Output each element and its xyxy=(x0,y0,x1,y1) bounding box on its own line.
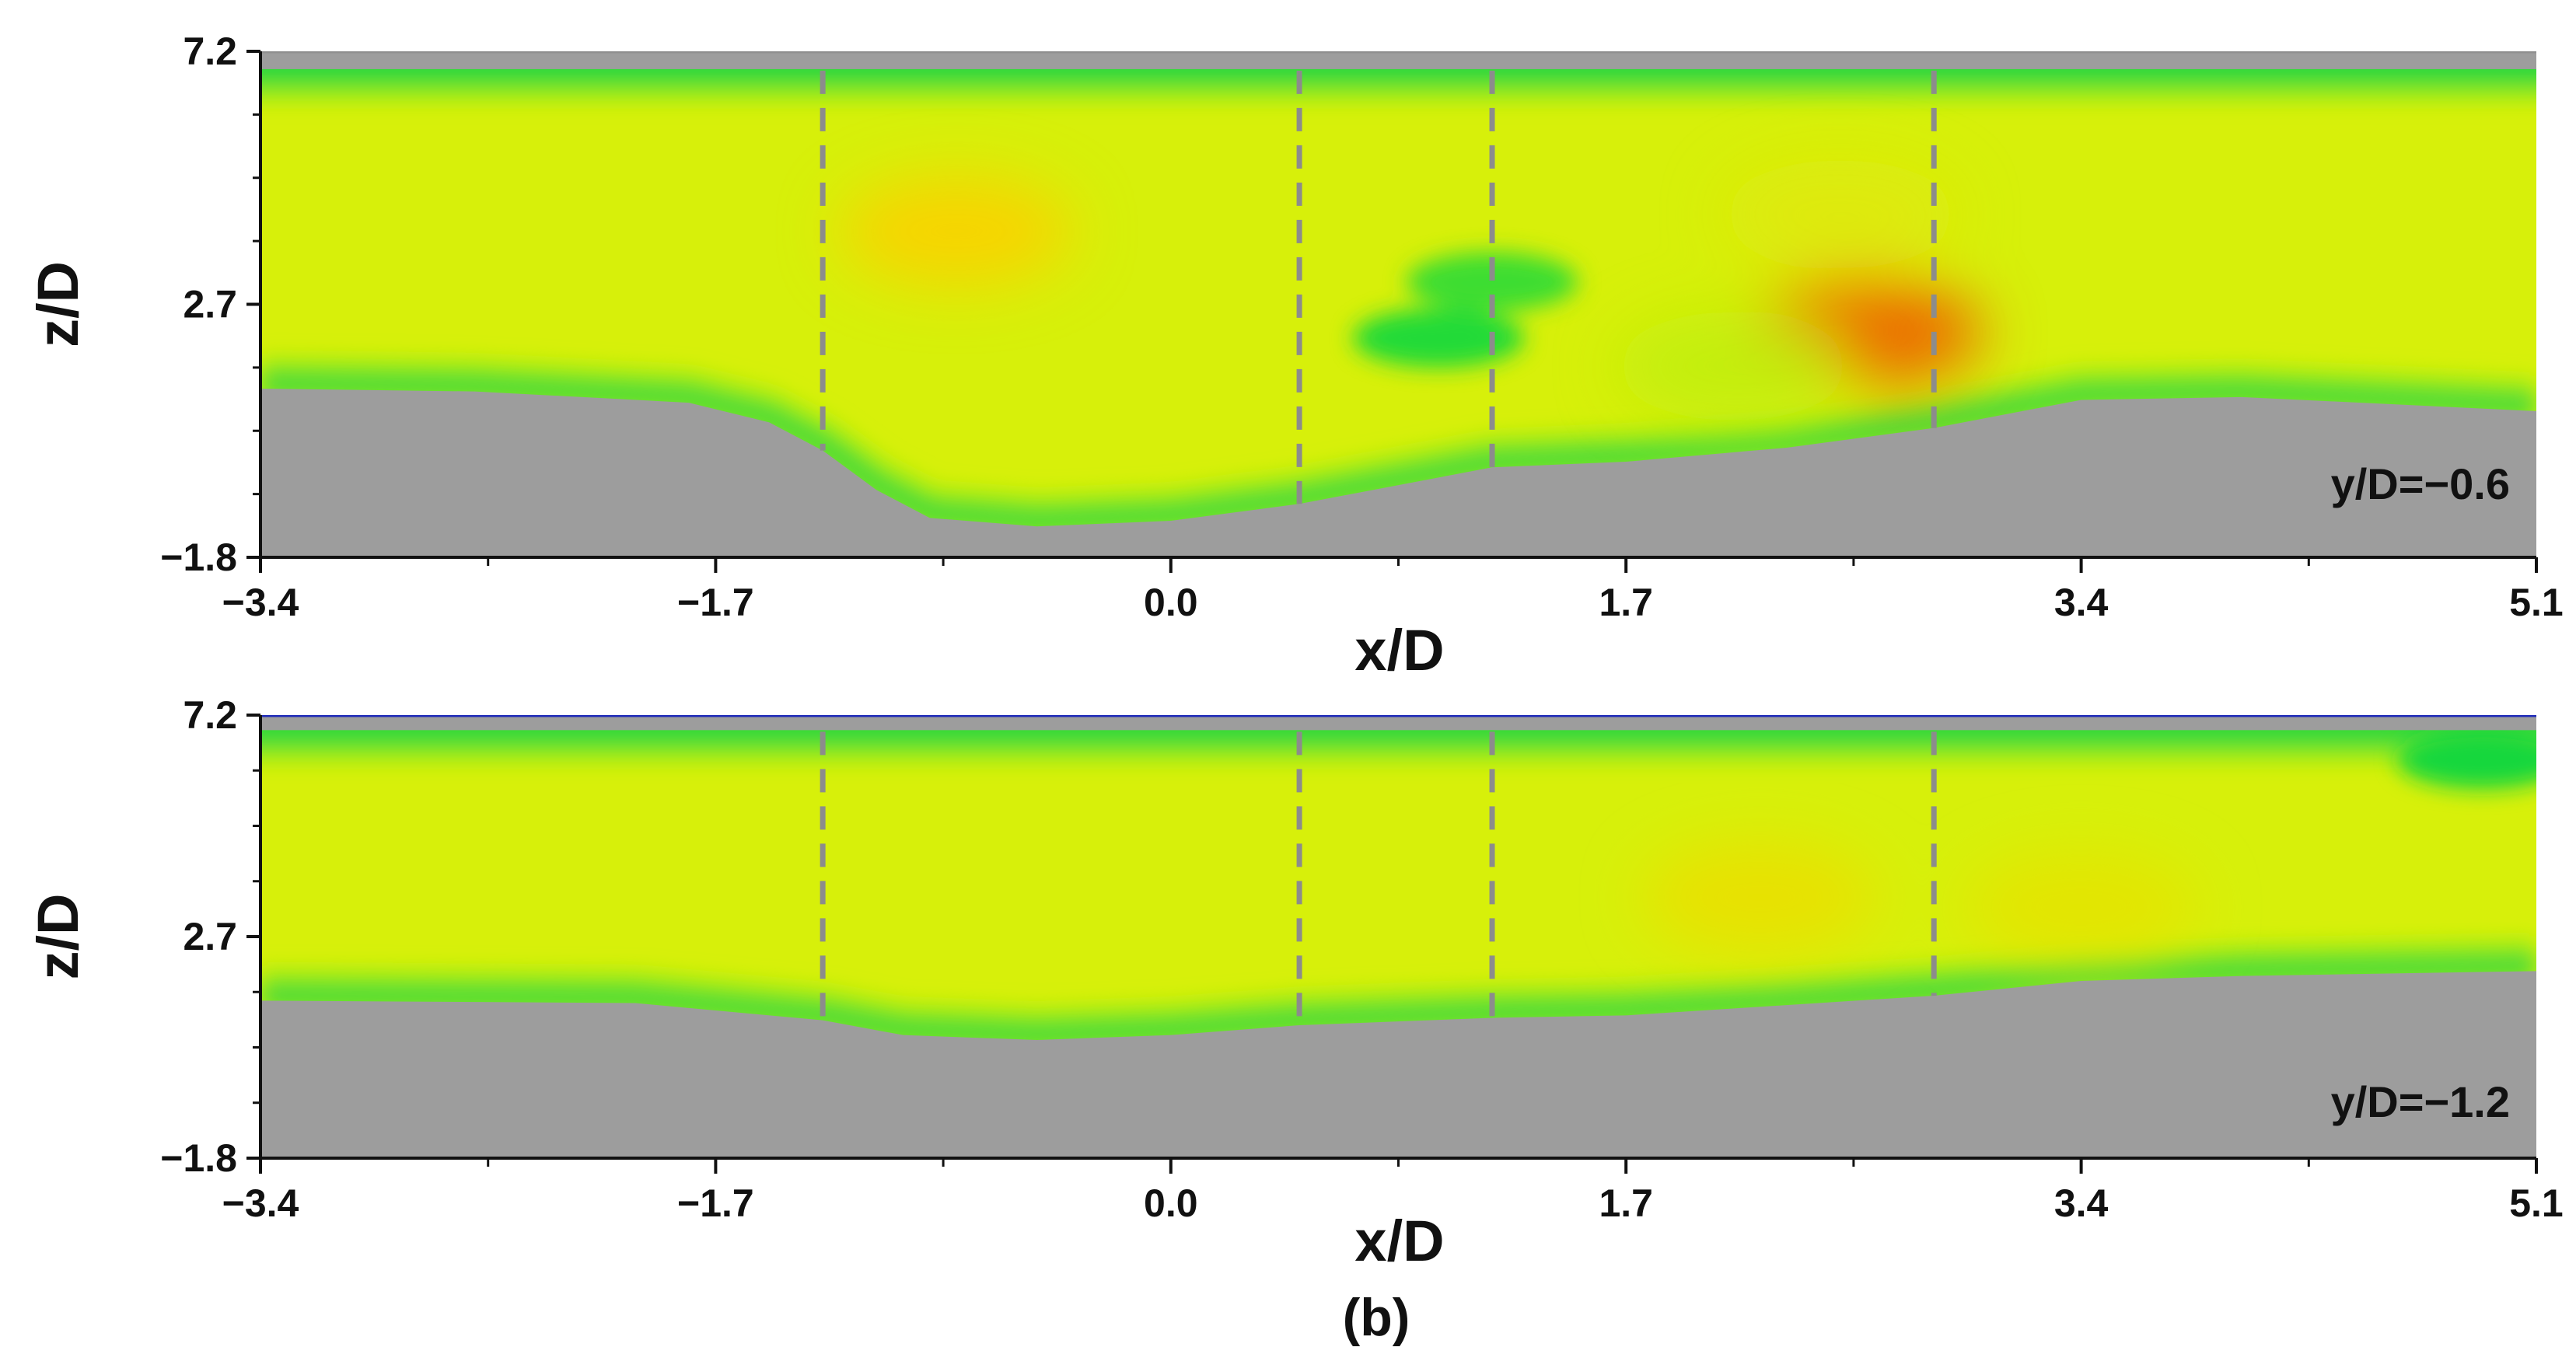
low-zone-0 xyxy=(2397,730,2536,789)
panel-annotation: y/D=−0.6 xyxy=(2331,459,2510,508)
hotspots xyxy=(840,159,1984,421)
panel-annotation: y/D=−1.2 xyxy=(2331,1077,2510,1126)
plot-area xyxy=(260,51,2536,557)
x-tick-label: 1.7 xyxy=(1599,581,1653,624)
air-region xyxy=(260,715,2536,731)
low-zones xyxy=(2397,730,2536,789)
bed-shear-layer xyxy=(260,358,2536,532)
bed-region xyxy=(260,971,2536,1158)
x-tick-label: 0.0 xyxy=(1144,581,1198,624)
figure-label: (b) xyxy=(1343,1288,1410,1347)
y-tick-label: −1.8 xyxy=(160,536,237,579)
x-axis-title: x/D xyxy=(1354,1209,1444,1273)
hotspot-0 xyxy=(1643,843,1877,952)
low-zone-0 xyxy=(1353,308,1525,368)
y-axis-title: z/D xyxy=(26,261,90,347)
hotspot-0 xyxy=(840,176,1074,286)
bed-layer-inner xyxy=(260,374,2536,532)
hotspots xyxy=(1643,843,2198,961)
y-tick-label: −1.8 xyxy=(160,1136,237,1180)
y-tick-label: 7.2 xyxy=(183,30,237,73)
air-region xyxy=(260,51,2536,69)
x-tick-label: 5.1 xyxy=(2509,581,2564,624)
y-axis-title: z/D xyxy=(26,894,90,980)
hotspot-2 xyxy=(1723,159,1957,269)
hotspot-3 xyxy=(1616,312,1850,421)
panel-y-minus-0.6: −3.4 −1.7 0.0 1.7 3.4 5.1 7.2 2.7 −1.8 x/D z/D y/D=… xyxy=(26,30,2564,682)
y-tick-label: 7.2 xyxy=(183,693,237,737)
x-axis-title: x/D xyxy=(1354,618,1444,682)
y-tick-label: 2.7 xyxy=(183,283,237,326)
x-tick-label: 5.1 xyxy=(2509,1181,2564,1225)
x-tick-label: −1.7 xyxy=(677,1181,754,1225)
x-tick-label: 0.0 xyxy=(1144,1181,1198,1225)
x-tick-label: 3.4 xyxy=(2054,581,2109,624)
hotspot-1 xyxy=(1964,853,2198,961)
low-zone-1 xyxy=(1407,252,1578,312)
x-tick-label: −1.7 xyxy=(677,581,754,624)
bed-region xyxy=(260,389,2536,557)
x-tick-label: −3.4 xyxy=(222,1181,299,1225)
low-zones xyxy=(1353,252,1578,368)
panel-y-minus-1.2: −3.4 −1.7 0.0 1.7 3.4 5.1 7.2 2.7 −1.8 x/D z/D y/D=… xyxy=(26,693,2564,1273)
x-tick-label: −3.4 xyxy=(222,581,299,624)
y-tick-label: 2.7 xyxy=(183,915,237,958)
x-tick-label: 3.4 xyxy=(2054,1181,2109,1225)
plot-area xyxy=(260,715,2536,1158)
x-tick-label: 1.7 xyxy=(1599,1181,1653,1225)
